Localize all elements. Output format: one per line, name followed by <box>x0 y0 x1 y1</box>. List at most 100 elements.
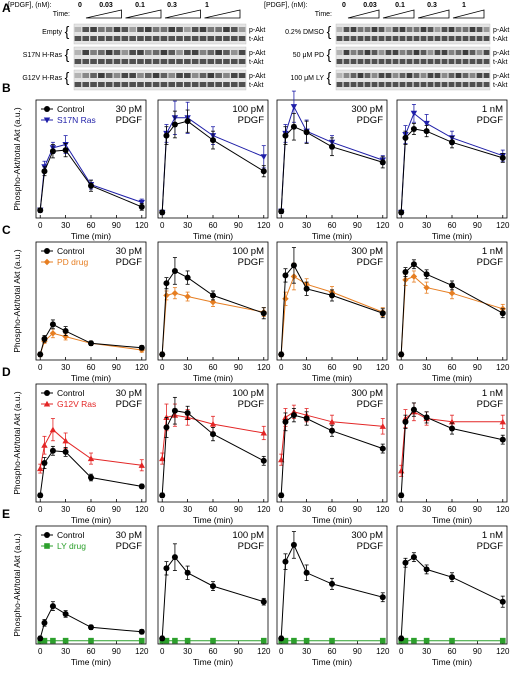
blot-band <box>184 50 191 55</box>
x-axis-label: Time (min) <box>193 657 233 667</box>
blot-band <box>343 50 350 55</box>
blot-band <box>406 82 413 87</box>
blot-band <box>160 82 168 87</box>
blot-band <box>160 59 168 64</box>
blot-band <box>176 73 183 78</box>
data-point <box>411 637 417 644</box>
x-axis-label: Time (min) <box>71 373 111 383</box>
blot-band <box>207 27 215 32</box>
blot-band <box>82 82 90 87</box>
data-point <box>449 637 455 644</box>
data-point <box>402 134 409 141</box>
concentration-value: 0.03 <box>99 2 113 9</box>
x-tick-label: 90 <box>234 363 243 372</box>
data-point <box>423 271 430 278</box>
blot-band <box>82 27 90 32</box>
blot-row-label: G12V H-Ras <box>22 75 62 82</box>
data-point <box>282 132 289 139</box>
x-tick-label: 60 <box>328 221 337 230</box>
series-control <box>159 543 267 642</box>
time-label: Time: <box>53 11 70 18</box>
blot-band <box>434 82 441 87</box>
pdgf-dose-title: PDGF <box>116 115 143 126</box>
data-point <box>44 532 50 538</box>
data-point <box>163 424 170 431</box>
panel-letter: E <box>2 507 10 521</box>
data-point <box>37 635 44 642</box>
blot-band <box>448 50 455 55</box>
blot-band <box>378 59 385 64</box>
blot-band <box>144 50 152 55</box>
x-tick-label: 120 <box>496 505 510 514</box>
data-point <box>184 409 191 416</box>
band-label-p-akt: p-Akt <box>249 50 265 57</box>
blot-band <box>336 50 343 55</box>
data-point <box>62 448 69 455</box>
blot-band <box>238 59 246 64</box>
pdgf-dose-title: PDGF <box>238 115 265 126</box>
blot-band <box>462 50 469 55</box>
series-control <box>278 531 386 642</box>
data-point <box>410 406 417 413</box>
blot-band <box>98 36 105 41</box>
series-ly-drug <box>159 637 267 644</box>
blot-band <box>223 50 230 55</box>
blot-row-label: S17N H-Ras <box>23 52 63 59</box>
blot-band <box>413 82 420 87</box>
x-tick-label: 60 <box>87 505 96 514</box>
data-point <box>37 492 44 499</box>
data-point <box>423 284 430 291</box>
blot-band <box>137 73 144 78</box>
blot-band <box>129 73 136 78</box>
blot-band <box>105 73 113 78</box>
blot-band <box>448 82 455 87</box>
x-tick-label: 90 <box>353 363 362 372</box>
y-axis-label: Phospho-Akt/total Akt (a.u.) <box>12 249 22 353</box>
data-point <box>379 159 386 166</box>
blot-band <box>82 50 90 55</box>
x-tick-label: 0 <box>38 647 43 656</box>
data-point <box>88 624 94 631</box>
blot-band <box>121 73 129 78</box>
blot-band <box>105 59 113 64</box>
blot-band <box>184 73 191 78</box>
time-ramp-icon <box>347 9 380 19</box>
blot-band <box>364 59 371 64</box>
data-point <box>62 147 69 154</box>
blot-band <box>168 50 176 55</box>
blot-band <box>144 82 152 87</box>
blot-band <box>129 36 136 41</box>
data-point <box>184 118 191 125</box>
pdgf-dose-title: 100 pM <box>232 246 264 257</box>
blot-band <box>378 73 385 78</box>
data-point <box>329 580 335 587</box>
x-tick-label: 60 <box>209 505 218 514</box>
pdgf-dose-title: 30 pM <box>116 388 142 399</box>
time-ramp-icon <box>417 9 450 19</box>
data-point <box>398 635 405 642</box>
blot-band <box>74 82 82 87</box>
blot-band <box>152 50 160 55</box>
x-axis-label: Time (min) <box>312 515 352 525</box>
legend-entry: Control <box>57 246 85 256</box>
band-label-t-akt: t-Akt <box>249 59 263 66</box>
blot-band <box>152 82 160 87</box>
x-tick-label: 60 <box>328 363 337 372</box>
data-point <box>41 335 48 342</box>
blot-band <box>144 59 152 64</box>
blot-band <box>176 82 183 87</box>
data-point <box>499 418 506 425</box>
data-point <box>379 423 386 429</box>
series-control <box>159 109 267 216</box>
blot-band <box>121 50 129 55</box>
x-tick-label: 60 <box>448 363 457 372</box>
data-point <box>88 340 94 347</box>
brace-icon: { <box>327 23 332 39</box>
band-label-p-akt: p-Akt <box>493 50 509 57</box>
blot-band <box>74 27 82 32</box>
